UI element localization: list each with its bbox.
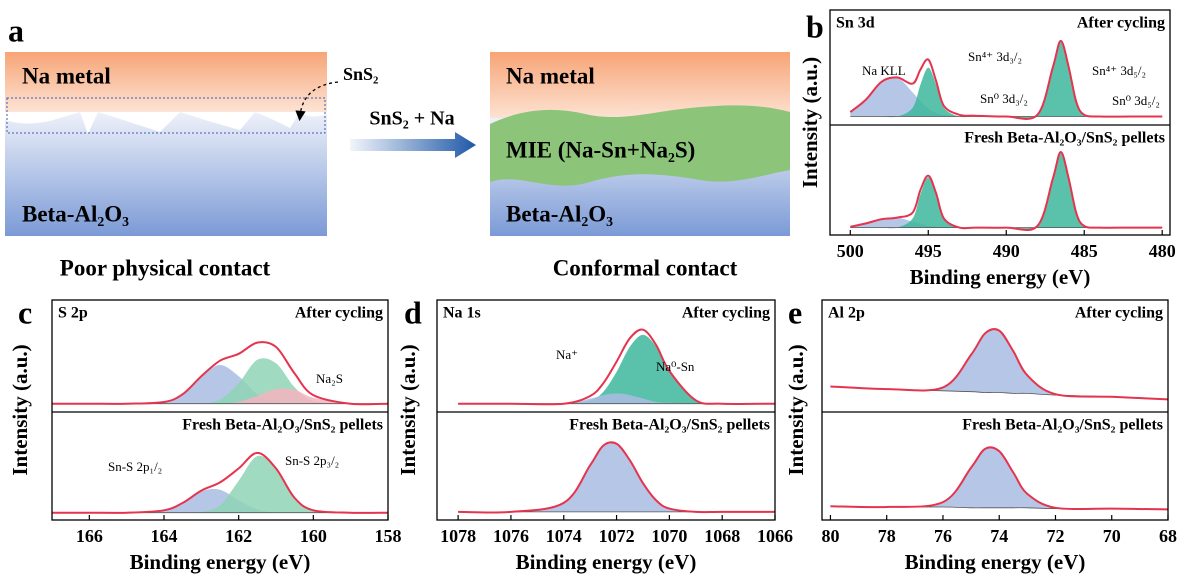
y-axis-label: Intensity (a.u.)	[396, 344, 420, 475]
subplot-title: Fresh Beta-Al₂O₃/SnS₂ pellets	[182, 417, 383, 434]
peak-label: Na₂S	[316, 371, 343, 386]
x-tick-label: 1068	[704, 526, 740, 546]
x-tick-label: 1078	[440, 526, 476, 546]
component-area	[830, 447, 1168, 509]
plot-frame	[52, 300, 388, 520]
fit-line	[850, 152, 1162, 230]
x-axis-label: Binding energy (eV)	[910, 265, 1091, 289]
x-axis-label: Binding energy (eV)	[516, 550, 697, 574]
x-tick-label: 74	[990, 526, 1008, 546]
y-axis-label: Intensity (a.u.)	[784, 344, 808, 475]
x-tick-label: 166	[76, 526, 103, 546]
panel-letter: d	[404, 294, 422, 330]
plot-frame	[830, 10, 1170, 235]
subplot-title: Fresh Beta-Al₂O₃/SnS₂ pellets	[569, 417, 770, 434]
peak-label: Sn⁴⁺ 3d₅/₂	[1092, 63, 1146, 78]
subplot-title: Fresh Beta-Al₂O₃/SnS₂ pellets	[962, 417, 1163, 434]
x-tick-label: 500	[837, 241, 864, 261]
caption: Conformal contact	[553, 255, 738, 280]
subplot-title: After cycling	[1075, 305, 1163, 322]
panel-letter: c	[18, 294, 32, 330]
x-axis-label: Binding energy (eV)	[905, 550, 1086, 574]
x-tick-label: 485	[1071, 241, 1098, 261]
arrow-label: SnS₂ + Na	[369, 108, 454, 130]
x-tick-label: 164	[151, 526, 178, 546]
x-tick-label: 158	[375, 526, 402, 546]
x-tick-label: 78	[878, 526, 896, 546]
element-label: Sn 3d	[836, 15, 875, 32]
peak-label: Sn-S 2p₁/₂	[108, 459, 162, 474]
x-tick-label: 70	[1103, 526, 1121, 546]
x-tick-label: 1076	[493, 526, 529, 546]
peak-label: Sn-S 2p₃/₂	[285, 453, 339, 468]
x-tick-label: 1074	[546, 526, 582, 546]
panel-letter: a	[8, 12, 24, 48]
x-tick-label: 480	[1149, 241, 1176, 261]
caption: Poor physical contact	[60, 255, 271, 280]
x-tick-label: 495	[915, 241, 942, 261]
x-tick-label: 80	[821, 526, 839, 546]
component-area	[458, 442, 775, 512]
x-tick-label: 490	[993, 241, 1020, 261]
subplot-title: After cycling	[1077, 15, 1165, 32]
layer-label: Beta-Al₂O₃	[506, 201, 613, 226]
layer-label: Na metal	[22, 63, 111, 88]
layer-label: Na metal	[506, 63, 595, 88]
peak-label: Sn⁰ 3d₃/₂	[980, 91, 1028, 106]
component-area	[458, 393, 775, 404]
figure: a SnS₂ Na metal Beta-Al₂O₃ Poor physical…	[0, 0, 1180, 581]
component-area	[850, 217, 1162, 227]
reaction-arrow	[350, 132, 476, 158]
layer-label: Beta-Al₂O₃	[22, 201, 129, 226]
x-tick-label: 1070	[651, 526, 687, 546]
x-tick-label: 160	[300, 526, 327, 546]
subplot-title: Fresh Beta-Al₂O₃/SnS₂ pellets	[964, 130, 1165, 147]
x-tick-label: 1072	[599, 526, 635, 546]
callout: SnS₂	[343, 64, 378, 84]
peak-label: Na KLL	[862, 63, 906, 78]
subplot-title: After cycling	[682, 305, 770, 322]
element-label: Na 1s	[443, 305, 481, 322]
layer-label: MIE (Na-Sn+Na₂S)	[506, 137, 695, 162]
peak-label: Na⁺	[556, 347, 578, 362]
y-axis-label: Intensity (a.u.)	[8, 344, 32, 475]
peak-label: Na⁰-Sn	[656, 359, 695, 374]
x-tick-label: 68	[1159, 526, 1177, 546]
panel-a: a SnS₂ Na metal Beta-Al₂O₃ Poor physical…	[5, 12, 790, 280]
subplot-title: After cycling	[295, 305, 383, 322]
x-tick-label: 1066	[757, 526, 793, 546]
x-tick-label: 76	[934, 526, 952, 546]
element-label: S 2p	[58, 305, 88, 322]
x-tick-label: 162	[225, 526, 252, 546]
peak-label: Sn⁴⁺ 3d₃/₂	[968, 49, 1022, 64]
panel-letter: b	[806, 8, 824, 44]
element-label: Al 2p	[828, 305, 865, 322]
x-tick-label: 72	[1046, 526, 1064, 546]
panel-letter: e	[788, 294, 802, 330]
peak-label: Sn⁰ 3d₅/₂	[1112, 93, 1160, 108]
x-axis-label: Binding energy (eV)	[130, 550, 311, 574]
y-axis-label: Intensity (a.u.)	[798, 57, 822, 188]
